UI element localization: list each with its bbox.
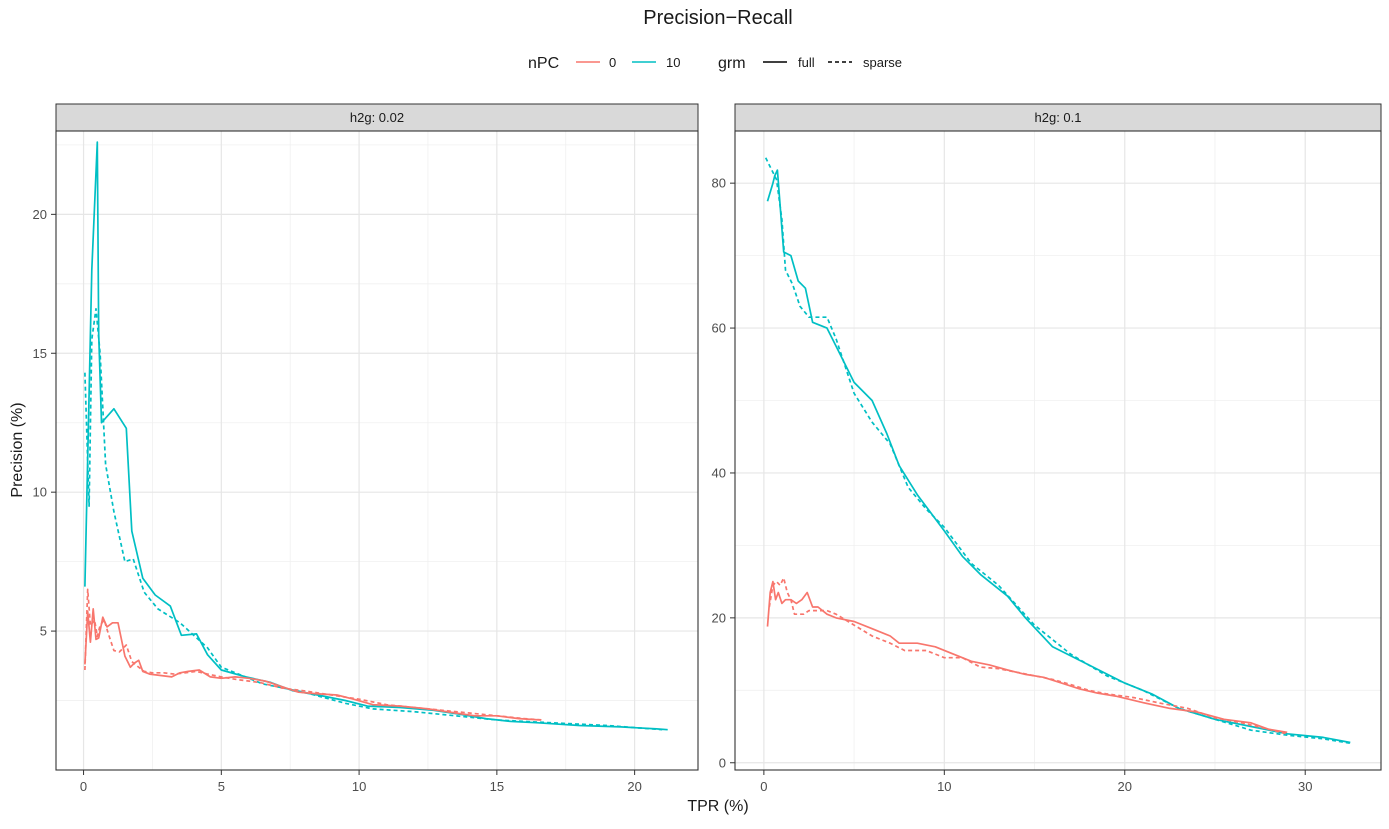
panel-strip-0	[55, 103, 699, 132]
panel-h2g-0-1: h2g: 0.1 0 10 20 30 0 20 40 60 80	[712, 103, 1382, 794]
legend: nPC 0 10 grm full sparse	[528, 55, 902, 72]
y-tick-label: 15	[33, 346, 47, 361]
legend-label-npc-0: 0	[609, 55, 616, 70]
legend-label-grm-sparse: sparse	[863, 55, 902, 70]
chart-title: Precision−Recall	[643, 7, 793, 29]
plot-area-0	[56, 131, 698, 770]
series-line-npc0-full	[766, 580, 1288, 734]
y-tick-label: 60	[712, 321, 726, 336]
x-tick-label: 5	[218, 779, 225, 794]
panel-strip-label-0: h2g: 0.02	[350, 110, 404, 125]
y-axis-label: Precision (%)	[9, 402, 26, 497]
x-tick-label: 10	[352, 779, 366, 794]
panel-strip-1	[734, 103, 1382, 132]
series-line-npc0-sparse	[84, 588, 544, 721]
y-tick-label: 10	[33, 485, 47, 500]
y-tick-label: 40	[712, 465, 726, 480]
x-tick-label: 0	[80, 779, 87, 794]
plot-border-1	[734, 130, 1382, 771]
x-tick-label: 20	[627, 779, 641, 794]
y-tick-label: 20	[33, 207, 47, 222]
y-tick-label: 80	[712, 176, 726, 191]
legend-label-npc-10: 10	[666, 55, 680, 70]
x-tick-label: 20	[1118, 779, 1132, 794]
y-tick-label: 20	[712, 610, 726, 625]
series-line-npc0-sparse	[768, 577, 1288, 735]
series-line-npc10-sparse	[84, 307, 663, 731]
panel-h2g-0-02: h2g: 0.02 0 5 10 15 20 5 10 15 20	[33, 103, 699, 794]
legend-title-grm: grm	[718, 55, 746, 72]
plot-area-1	[735, 131, 1381, 770]
legend-label-grm-full: full	[798, 55, 815, 70]
y-tick-label: 5	[40, 624, 47, 639]
x-tick-label: 15	[490, 779, 504, 794]
y-tick-label: 0	[719, 755, 726, 770]
plot-border-0	[55, 130, 699, 771]
x-tick-label: 30	[1298, 779, 1312, 794]
legend-title-npc: nPC	[528, 55, 559, 72]
x-tick-label: 10	[937, 779, 951, 794]
x-tick-label: 0	[760, 779, 767, 794]
panel-strip-label-1: h2g: 0.1	[1035, 110, 1082, 125]
x-axis-label: TPR (%)	[687, 798, 748, 815]
